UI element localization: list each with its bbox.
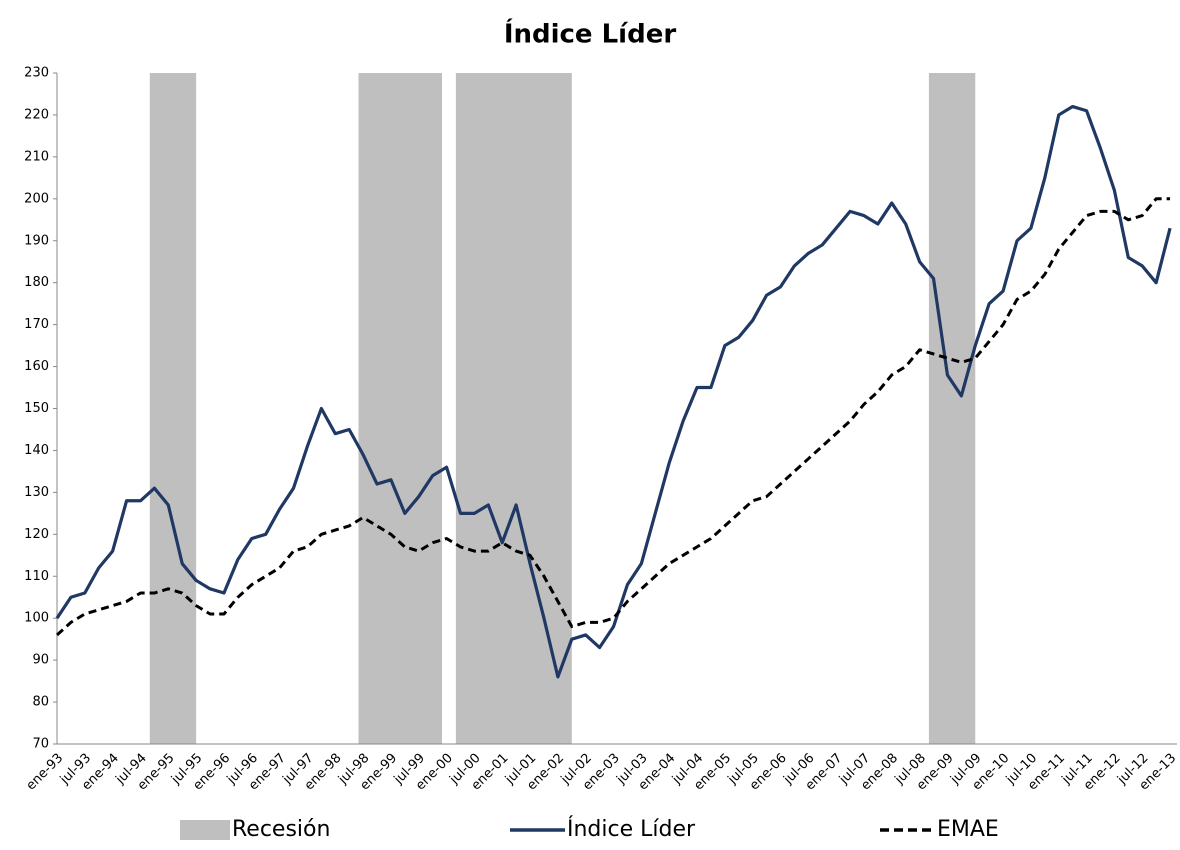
x-tick-label: ene-93 (24, 751, 67, 794)
y-tick-label: 130 (24, 485, 49, 500)
y-tick-label: 150 (24, 401, 49, 416)
y-tick-label: 100 (24, 611, 49, 626)
recession-band (455, 73, 572, 744)
y-tick-label: 110 (24, 569, 49, 584)
legend-label: Recesión (232, 817, 330, 842)
y-tick-label: 220 (24, 107, 49, 122)
y-tick-label: 120 (24, 527, 49, 542)
series-line (55, 197, 1171, 637)
recession-band (358, 73, 442, 744)
y-tick-label: 90 (32, 653, 49, 668)
series-line (55, 104, 1172, 679)
legend-label: Índice Líder (567, 816, 696, 842)
y-tick-label: 170 (24, 317, 49, 332)
y-tick-label: 160 (24, 359, 49, 374)
y-tick-label: 180 (24, 275, 49, 290)
y-tick-label: 140 (24, 443, 49, 458)
y-tick-label: 230 (24, 66, 49, 81)
y-tick-label: 210 (24, 149, 49, 164)
y-tick-label: 70 (32, 737, 49, 752)
legend-swatch (180, 820, 230, 840)
chart-title: Índice Líder (504, 18, 677, 50)
recession-band (149, 73, 197, 744)
y-tick-label: 190 (24, 233, 49, 248)
legend-label: EMAE (937, 817, 999, 842)
y-tick-label: 80 (32, 695, 49, 710)
recession-band (928, 73, 976, 744)
y-tick-label: 200 (24, 191, 49, 206)
